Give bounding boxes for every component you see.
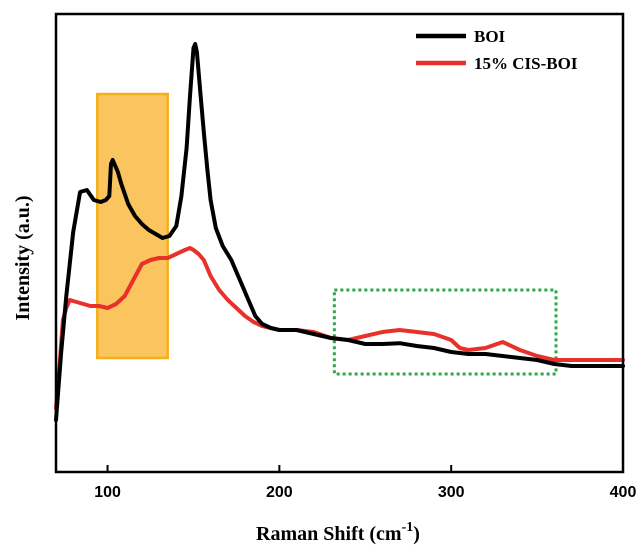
x-axis-title: Raman Shift (cm-1) bbox=[256, 520, 420, 545]
x-ticks: 100 200 300 400 bbox=[94, 465, 636, 501]
x-tick-label: 300 bbox=[438, 484, 465, 501]
series-layer bbox=[54, 42, 625, 422]
highlight-dotted-box bbox=[332, 288, 558, 376]
x-tick-label: 400 bbox=[610, 484, 637, 501]
plot-frame bbox=[54, 12, 625, 474]
legend: BOI 15% CIS-BOI bbox=[416, 27, 578, 73]
legend-label: 15% CIS-BOI bbox=[474, 54, 578, 73]
x-axis-title-close: ) bbox=[413, 523, 420, 545]
legend-label: BOI bbox=[474, 27, 506, 46]
series-line bbox=[54, 42, 625, 422]
x-axis-title-superscript: -1 bbox=[402, 520, 414, 535]
x-axis-title-main: Raman Shift (cm bbox=[256, 523, 402, 545]
highlight-layer bbox=[95, 92, 558, 376]
x-tick-label: 200 bbox=[266, 484, 293, 501]
highlight-band bbox=[95, 92, 169, 360]
x-tick-label: 100 bbox=[94, 484, 121, 501]
series-line bbox=[54, 246, 625, 410]
y-axis-title: Intensity (a.u.) bbox=[12, 195, 34, 320]
